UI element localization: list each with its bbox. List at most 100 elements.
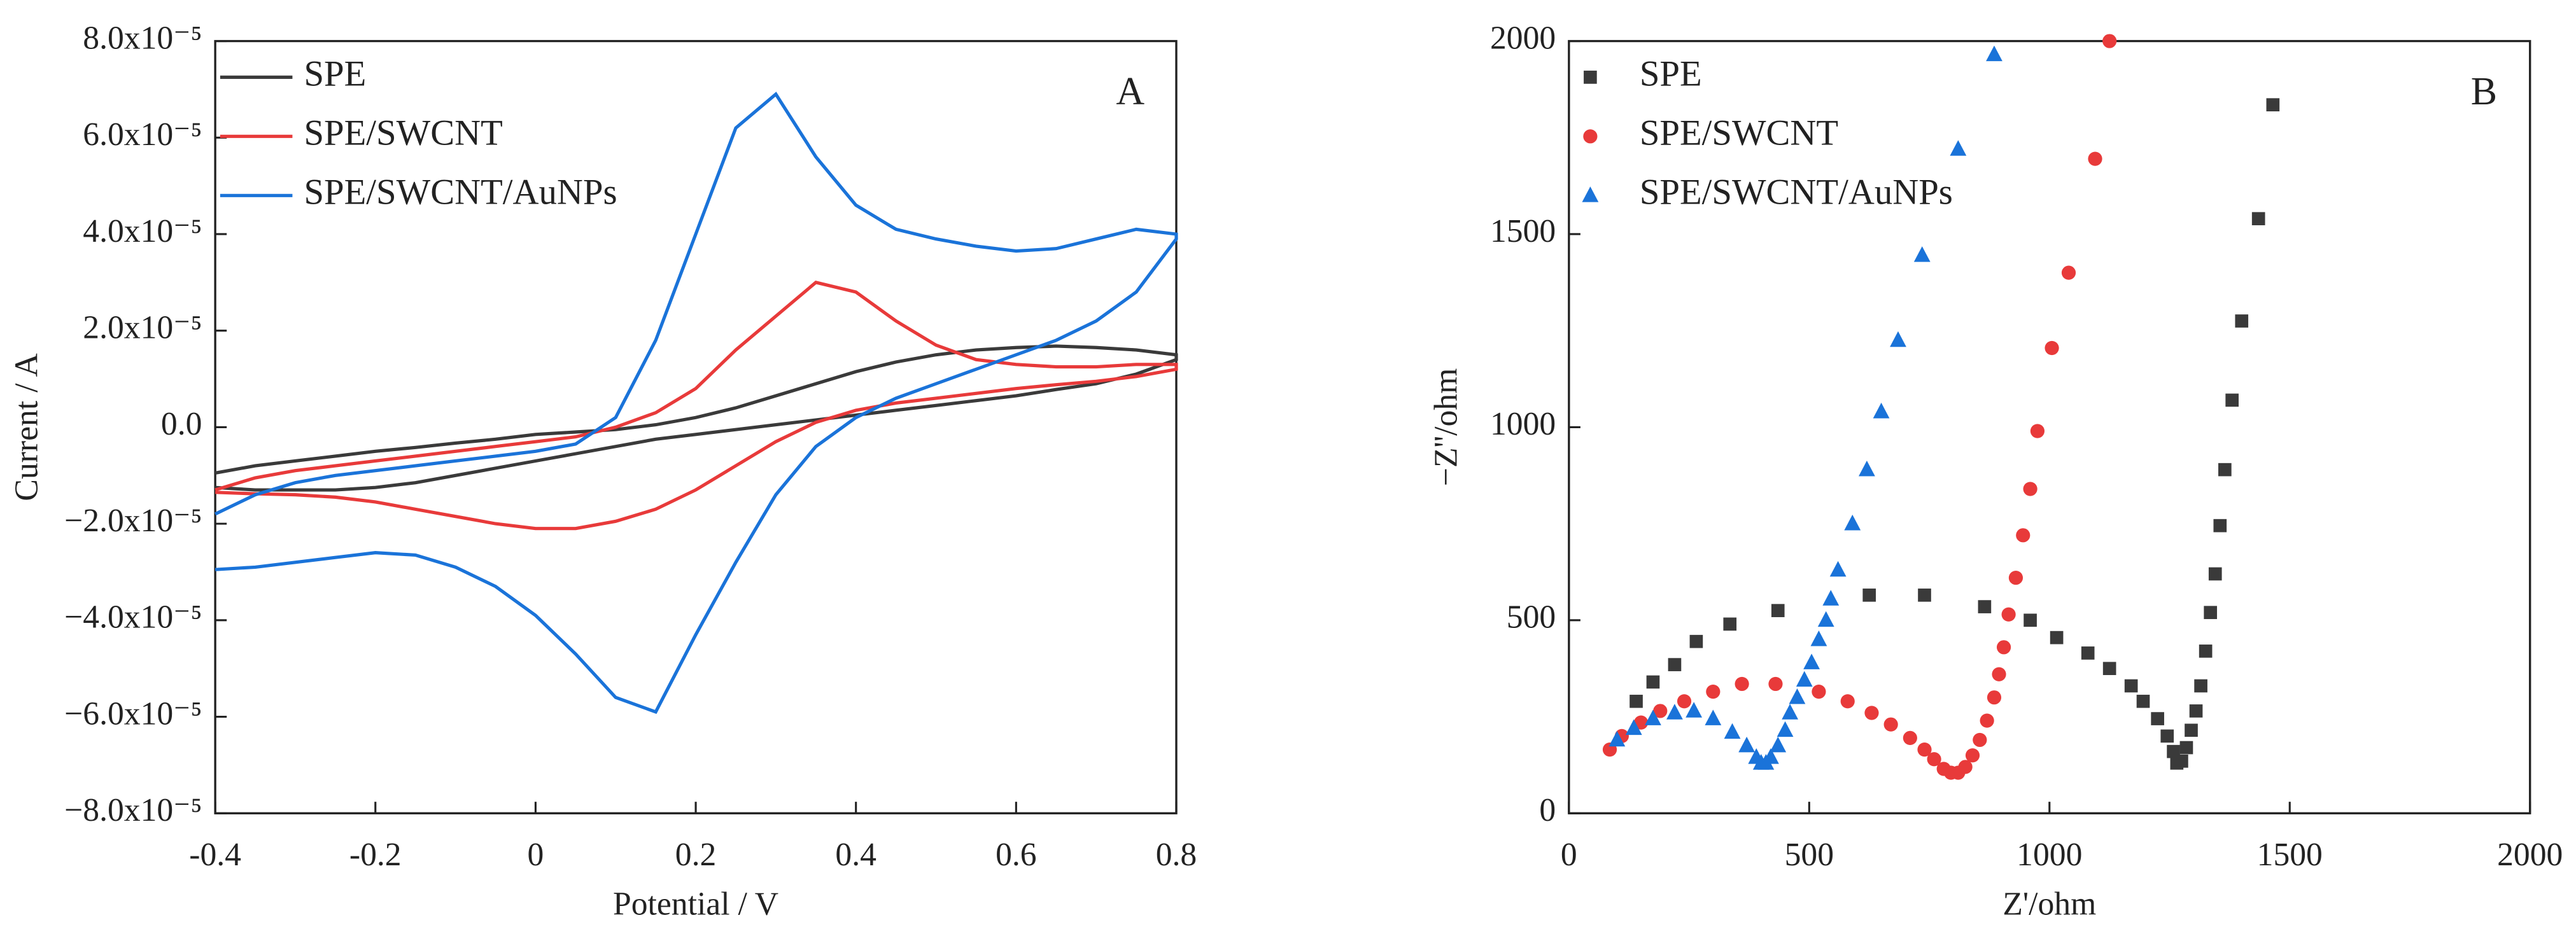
marker-circle <box>2030 424 2045 438</box>
marker-triangle <box>1950 140 1967 156</box>
y-tick-label: 8.0x10⁻⁵ <box>83 20 202 56</box>
marker-triangle <box>1817 611 1834 627</box>
panel-label: B <box>2471 70 2497 113</box>
y-tick-label: 4.0x10⁻⁵ <box>83 213 202 249</box>
marker-circle <box>2088 151 2102 166</box>
marker-triangle <box>1738 736 1756 753</box>
y-tick-label: −4.0x10⁻⁵ <box>64 599 202 636</box>
marker-circle <box>1735 676 1749 692</box>
marker-circle <box>1987 690 2002 705</box>
marker-triangle <box>1822 590 1840 606</box>
legend-label: SPE <box>1640 53 1702 94</box>
marker-triangle <box>1829 561 1847 577</box>
marker-triangle <box>1782 704 1799 720</box>
marker-square <box>2235 314 2249 328</box>
panel-label: A <box>1116 70 1144 113</box>
y-tick-label: −6.0x10⁻⁵ <box>64 695 202 732</box>
x-tick-label: 0.6 <box>996 837 1037 873</box>
cv-curve <box>215 281 1178 531</box>
legend-label: SPE/SWCNT/AuNPs <box>1640 172 1953 212</box>
marker-triangle <box>1986 45 2002 62</box>
y-tick-label: 1000 <box>1490 406 1556 442</box>
marker-triangle <box>1844 514 1861 531</box>
marker-circle <box>1812 684 1826 699</box>
y-tick-label: 6.0x10⁻⁵ <box>83 116 202 153</box>
marker-circle <box>2001 607 2016 622</box>
marker-circle <box>1633 715 1649 730</box>
marker-square <box>2179 741 2193 755</box>
marker-triangle <box>1763 748 1779 764</box>
legend-marker <box>1583 129 1598 144</box>
marker-square <box>2218 463 2232 477</box>
marker-square <box>2208 567 2222 581</box>
marker-triangle <box>1666 704 1683 720</box>
x-tick-label: -0.4 <box>189 837 241 873</box>
x-tick-label: 0.8 <box>1156 837 1197 873</box>
y-tick-label: 0.0 <box>161 406 202 442</box>
marker-circle <box>1706 684 1721 699</box>
marker-square <box>2199 645 2213 658</box>
marker-square <box>2185 723 2198 737</box>
marker-circle <box>1992 667 2006 681</box>
plot-frame <box>214 39 1178 814</box>
marker-square <box>2124 679 2138 693</box>
marker-circle <box>1903 730 1917 746</box>
legend-label: SPE/SWCNT <box>304 113 502 153</box>
marker-triangle <box>1810 630 1827 646</box>
marker-circle <box>1883 717 1898 732</box>
marker-circle <box>1973 732 1987 748</box>
marker-square <box>2194 679 2207 693</box>
x-tick-label: -0.2 <box>349 837 402 873</box>
x-axis-label: Potential / V <box>613 886 778 922</box>
x-tick-label: 500 <box>1785 837 1834 873</box>
marker-square <box>2023 613 2037 627</box>
y-tick-label: 2000 <box>1490 20 1556 56</box>
marker-circle <box>2008 570 2023 585</box>
marker-square <box>2225 393 2239 407</box>
marker-square <box>1723 617 1737 631</box>
marker-triangle <box>1859 460 1875 477</box>
y-axis-label: Current / A <box>8 353 45 501</box>
marker-square <box>2204 606 2218 620</box>
marker-triangle <box>1789 688 1806 704</box>
x-tick-label: 1500 <box>2257 837 2323 873</box>
marker-triangle <box>1796 671 1813 687</box>
marker-circle <box>2023 482 2038 496</box>
marker-square <box>2189 704 2203 718</box>
marker-circle <box>2102 34 2117 48</box>
marker-square <box>2213 519 2227 533</box>
marker-square <box>1918 589 1931 602</box>
marker-circle <box>1965 748 1980 763</box>
marker-circle <box>1927 752 1941 767</box>
marker-circle <box>1677 694 1692 709</box>
marker-square <box>2050 631 2064 645</box>
y-tick-label: 1500 <box>1490 213 1556 249</box>
marker-triangle <box>1890 331 1906 347</box>
marker-circle <box>1653 704 1668 718</box>
marker-triangle <box>1873 402 1890 419</box>
marker-square <box>2160 729 2174 743</box>
marker-circle <box>1958 760 1973 774</box>
marker-square <box>1771 604 1785 617</box>
x-axis-label: Z'/ohm <box>2002 886 2096 922</box>
legend-marker <box>1582 186 1599 202</box>
y-tick-label: 2.0x10⁻⁵ <box>83 310 202 346</box>
x-tick-label: 1000 <box>2016 837 2082 873</box>
marker-circle <box>1980 713 1994 728</box>
marker-square <box>1862 589 1876 602</box>
legend-label: SPE/SWCNT/AuNPs <box>304 172 617 212</box>
x-tick-label: 0.2 <box>675 837 717 873</box>
marker-circle <box>1996 640 2011 655</box>
marker-triangle <box>1705 709 1722 725</box>
marker-triangle <box>1608 730 1626 747</box>
marker-square <box>1689 634 1703 648</box>
marker-circle <box>1840 694 1855 709</box>
cv-curve <box>215 344 1178 492</box>
y-tick-label: −2.0x10⁻⁵ <box>64 503 202 539</box>
y-tick-label: 500 <box>1507 599 1556 636</box>
marker-triangle <box>1770 736 1787 753</box>
marker-square <box>2102 662 2116 676</box>
marker-square <box>1978 600 1992 613</box>
marker-triangle <box>1625 719 1642 735</box>
